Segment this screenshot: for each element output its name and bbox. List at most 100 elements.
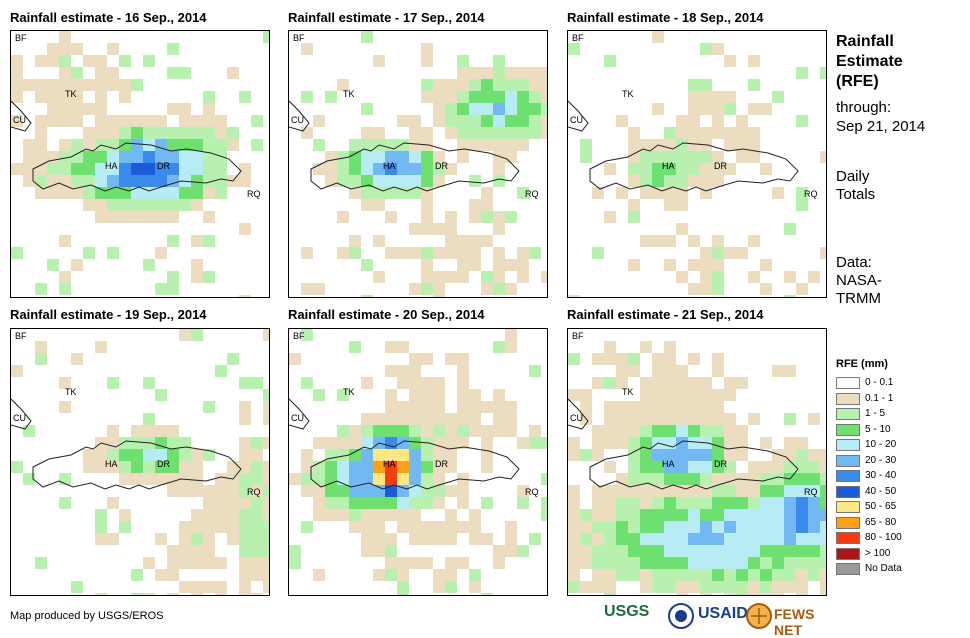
place-label-tk: TK bbox=[343, 89, 355, 99]
rainfall-cell bbox=[712, 353, 724, 365]
rainfall-cell bbox=[580, 151, 592, 163]
rainfall-cell bbox=[628, 509, 640, 521]
rainfall-cell bbox=[373, 509, 385, 521]
place-label-bf: BF bbox=[572, 33, 584, 43]
rainfall-cell bbox=[349, 437, 361, 449]
rainfall-cell bbox=[409, 223, 421, 235]
rainfall-cell bbox=[373, 163, 385, 175]
rainfall-cell bbox=[167, 425, 179, 437]
rainfall-cell bbox=[664, 353, 676, 365]
rainfall-cell bbox=[469, 259, 481, 271]
rainfall-cell bbox=[592, 569, 604, 581]
rainfall-cell bbox=[772, 91, 784, 103]
rainfall-cell bbox=[373, 425, 385, 437]
rainfall-cell bbox=[676, 545, 688, 557]
rainfall-cell bbox=[191, 461, 203, 473]
rainfall-cell bbox=[421, 473, 433, 485]
rainfall-cell bbox=[445, 425, 457, 437]
rainfall-cell bbox=[736, 581, 748, 593]
rainfall-cell bbox=[373, 545, 385, 557]
place-label-ha: HA bbox=[105, 161, 118, 171]
rainfall-cell bbox=[263, 497, 269, 509]
rainfall-cell bbox=[772, 497, 784, 509]
rainfall-cell bbox=[517, 259, 529, 271]
rainfall-cell bbox=[203, 163, 215, 175]
rainfall-cell bbox=[385, 533, 397, 545]
cuba-outline bbox=[11, 398, 32, 430]
rainfall-cell bbox=[676, 413, 688, 425]
rainfall-cell bbox=[239, 473, 251, 485]
rainfall-cell bbox=[493, 91, 505, 103]
rainfall-cell bbox=[529, 79, 541, 91]
rainfall-cell bbox=[263, 461, 269, 473]
place-label-dr: DR bbox=[435, 161, 448, 171]
rainfall-cell bbox=[469, 389, 481, 401]
rainfall-cell bbox=[664, 569, 676, 581]
rainfall-cell bbox=[373, 127, 385, 139]
rainfall-cell bbox=[469, 521, 481, 533]
rainfall-cell bbox=[239, 557, 251, 569]
rainfall-cell bbox=[107, 79, 119, 91]
rainfall-cell bbox=[700, 569, 712, 581]
legend-label: No Data bbox=[865, 563, 902, 574]
rainfall-cell bbox=[107, 449, 119, 461]
rainfall-cell bbox=[95, 79, 107, 91]
rainfall-cell bbox=[131, 211, 143, 223]
rainfall-cell bbox=[397, 341, 409, 353]
rainfall-cell bbox=[688, 401, 700, 413]
rainfall-cell bbox=[688, 235, 700, 247]
cuba-outline bbox=[568, 100, 589, 132]
rainfall-cell bbox=[808, 461, 820, 473]
rainfall-cell bbox=[652, 187, 664, 199]
rainfall-cell bbox=[11, 461, 23, 473]
rainfall-cell bbox=[313, 389, 325, 401]
rainfall-cell bbox=[35, 341, 47, 353]
rainfall-cell bbox=[409, 413, 421, 425]
rainfall-cell bbox=[433, 413, 445, 425]
rainfall-cell bbox=[640, 341, 652, 353]
rainfall-cell bbox=[688, 413, 700, 425]
rainfall-cell bbox=[385, 163, 397, 175]
rainfall-cell bbox=[640, 557, 652, 569]
rainfall-cell bbox=[83, 461, 95, 473]
rainfall-cell bbox=[95, 187, 107, 199]
rainfall-cell bbox=[796, 581, 808, 593]
rainfall-cell bbox=[712, 283, 724, 295]
rainfall-cell bbox=[592, 437, 604, 449]
rainfall-cell bbox=[760, 593, 772, 595]
rainfall-cell bbox=[421, 175, 433, 187]
rainfall-cell bbox=[517, 437, 529, 449]
rainfall-cell bbox=[167, 187, 179, 199]
rainfall-cell bbox=[239, 581, 251, 593]
rainfall-cell bbox=[23, 425, 35, 437]
rainfall-cell bbox=[664, 175, 676, 187]
rainfall-cell bbox=[361, 139, 373, 151]
rainfall-map-19: BF CU TK HA DR RQ bbox=[10, 328, 270, 596]
rainfall-cell bbox=[748, 103, 760, 115]
rainfall-cell bbox=[167, 473, 179, 485]
rainfall-cell bbox=[724, 485, 736, 497]
fews-logo-text: FEWS NET bbox=[774, 606, 815, 638]
rainfall-cell bbox=[604, 353, 616, 365]
rainfall-cell bbox=[700, 545, 712, 557]
rainfall-cell bbox=[361, 461, 373, 473]
rainfall-cell bbox=[736, 127, 748, 139]
rainfall-cell bbox=[167, 437, 179, 449]
rainfall-cell bbox=[748, 461, 760, 473]
rainfall-cell bbox=[604, 581, 616, 593]
rainfall-cell bbox=[143, 127, 155, 139]
legend-label: > 100 bbox=[865, 547, 891, 559]
rainfall-cell bbox=[505, 67, 517, 79]
rainfall-cell bbox=[580, 449, 592, 461]
rainfall-cell bbox=[481, 437, 493, 449]
rainfall-cell bbox=[445, 163, 457, 175]
rainfall-cell bbox=[313, 473, 325, 485]
rainfall-cell bbox=[385, 557, 397, 569]
rainfall-cell bbox=[748, 473, 760, 485]
rainfall-cell bbox=[493, 127, 505, 139]
rainfall-cell bbox=[784, 581, 796, 593]
rainfall-cell bbox=[652, 425, 664, 437]
rainfall-cell bbox=[95, 163, 107, 175]
rainfall-cell bbox=[445, 413, 457, 425]
rainfall-cell bbox=[191, 557, 203, 569]
